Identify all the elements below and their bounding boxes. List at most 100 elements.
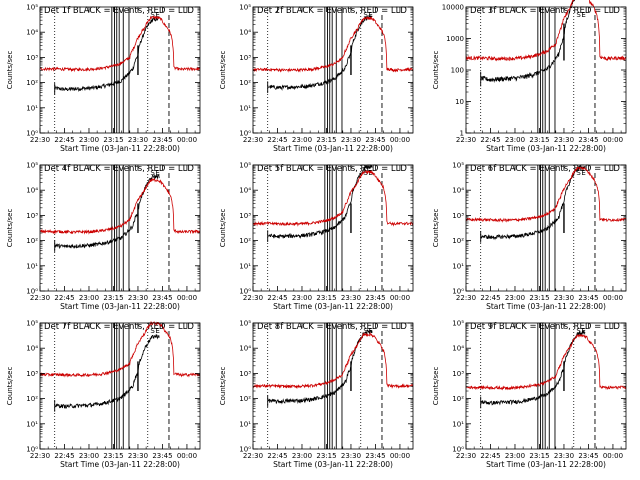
y-tick-label: 10⁴ (239, 29, 251, 37)
x-tick-label: 23:45 (578, 294, 598, 302)
y-tick-label: 10⁵ (452, 320, 464, 328)
marker-S: S (576, 169, 581, 177)
y-tick-label: 10² (452, 237, 464, 245)
x-tick-label: 22:30 (456, 136, 476, 144)
marker-S: S (576, 327, 581, 335)
x-axis-label: Start Time (03-Jan-11 22:28:00) (273, 144, 393, 153)
x-tick-label: 23:15 (316, 136, 336, 144)
events-series-line (54, 16, 160, 92)
y-tick-label: 10² (452, 395, 464, 403)
y-tick-label: 10² (26, 79, 38, 87)
y-tick-label: 10² (239, 237, 251, 245)
y-tick-label: 10¹ (239, 262, 251, 270)
x-tick-label: 00:00 (177, 136, 197, 144)
y-axis-label: Counts/sec (432, 367, 440, 406)
marker-S: S (150, 327, 155, 335)
x-tick-label: 23:00 (292, 136, 312, 144)
y-tick-label: 10⁰ (26, 130, 38, 138)
x-tick-label: 23:30 (128, 136, 148, 144)
marker-E: E (368, 11, 372, 19)
x-axis-label: Start Time (03-Jan-11 22:28:00) (486, 144, 606, 153)
x-axis-label: Start Time (03-Jan-11 22:28:00) (60, 460, 180, 469)
marker-S: S (363, 169, 368, 177)
x-tick-label: 22:30 (243, 136, 263, 144)
y-tick-label: 10² (26, 237, 38, 245)
y-tick-label: 10² (26, 395, 38, 403)
y-tick-label: 10 (455, 98, 464, 106)
y-tick-label: 10¹ (452, 420, 464, 428)
events-series-line (54, 333, 160, 409)
x-tick-label: 22:30 (30, 452, 50, 460)
events-series-line (267, 329, 373, 405)
marker-E: E (155, 11, 159, 19)
marker-S: S (363, 327, 368, 335)
x-tick-label: 23:15 (316, 294, 336, 302)
y-axis-label: Counts/sec (219, 51, 227, 90)
x-tick-label: 23:15 (529, 294, 549, 302)
x-tick-label: 23:30 (554, 294, 574, 302)
x-tick-label: 00:00 (177, 452, 197, 460)
y-tick-label: 10⁵ (239, 4, 251, 12)
y-tick-label: 10⁴ (26, 29, 38, 37)
y-tick-label: 10⁰ (452, 446, 464, 454)
y-tick-label: 10¹ (26, 104, 38, 112)
y-tick-label: 10⁰ (239, 130, 251, 138)
y-tick-label: 1 (460, 130, 464, 138)
y-tick-label: 1000 (446, 35, 464, 43)
x-tick-label: 23:30 (341, 136, 361, 144)
lld-series-line (465, 0, 627, 62)
y-axis-label: Counts/sec (6, 209, 14, 248)
lld-series-line (465, 334, 627, 391)
marker-E: E (155, 169, 159, 177)
x-tick-label: 23:45 (578, 452, 598, 460)
x-tick-label: 23:00 (505, 452, 525, 460)
lld-series-line (39, 15, 201, 73)
plot-frame (252, 322, 414, 450)
x-tick-label: 23:00 (79, 452, 99, 460)
y-tick-label: 10⁴ (239, 345, 251, 353)
lld-series-line (252, 16, 414, 73)
y-axis-label: Counts/sec (432, 51, 440, 90)
x-tick-label: 23:45 (152, 294, 172, 302)
x-tick-label: 23:00 (505, 294, 525, 302)
lld-series-line (39, 177, 201, 235)
x-axis-label: Start Time (03-Jan-11 22:28:00) (486, 302, 606, 311)
y-tick-label: 10⁰ (26, 446, 38, 454)
x-tick-label: 00:00 (603, 294, 623, 302)
x-tick-label: 22:45 (267, 294, 287, 302)
y-tick-label: 100 (451, 67, 464, 75)
y-tick-label: 10³ (239, 370, 251, 378)
plot-frame (252, 164, 414, 292)
events-series-line (480, 0, 576, 83)
x-tick-label: 23:30 (341, 294, 361, 302)
x-tick-label: 22:45 (54, 136, 74, 144)
x-tick-label: 00:00 (390, 452, 410, 460)
y-tick-label: 10⁴ (26, 345, 38, 353)
y-tick-label: 10⁵ (239, 320, 251, 328)
y-tick-label: 10¹ (239, 420, 251, 428)
y-tick-label: 10² (239, 79, 251, 87)
x-tick-label: 23:45 (365, 294, 385, 302)
x-axis-label: Start Time (03-Jan-11 22:28:00) (486, 460, 606, 469)
marker-E: E (581, 169, 585, 177)
x-tick-label: 22:45 (267, 452, 287, 460)
x-tick-label: 22:45 (54, 452, 74, 460)
x-tick-label: 23:45 (152, 452, 172, 460)
y-tick-label: 10¹ (239, 104, 251, 112)
x-tick-label: 22:45 (480, 452, 500, 460)
events-series-line (267, 14, 373, 91)
y-tick-label: 10⁰ (452, 288, 464, 296)
marker-E: E (155, 327, 159, 335)
y-tick-label: 10⁵ (26, 4, 38, 12)
events-series-line (267, 164, 373, 240)
x-tick-label: 22:30 (456, 294, 476, 302)
y-axis-label: Counts/sec (219, 367, 227, 406)
y-axis-label: Counts/sec (432, 209, 440, 248)
lld-series-line (465, 166, 627, 223)
